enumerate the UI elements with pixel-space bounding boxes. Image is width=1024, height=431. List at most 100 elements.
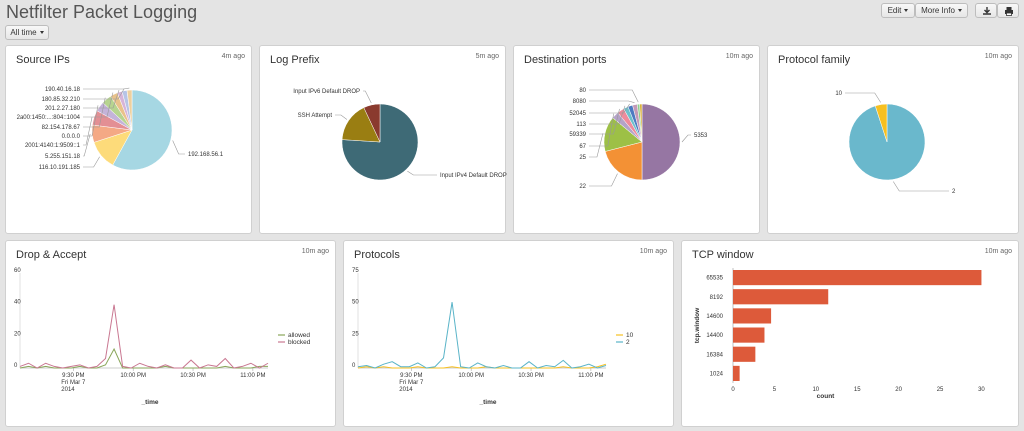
bar [733, 289, 829, 305]
x-tick-label: 2014 [399, 387, 413, 393]
bar [733, 346, 756, 362]
export-button[interactable] [975, 3, 997, 18]
x-tick-label: 15 [854, 387, 861, 393]
edit-label: Edit [887, 6, 902, 15]
x-tick-label: 20 [895, 387, 902, 393]
panel-timestamp: 10m ago [984, 53, 1012, 60]
print-button[interactable] [997, 3, 1019, 18]
x-tick-label: 11:00 PM [240, 373, 265, 379]
pie-leader-line [83, 87, 130, 90]
pie-leader-line [83, 116, 93, 146]
pie-label: 190.40.16.18 [45, 87, 81, 93]
pie-leader-line [589, 108, 620, 135]
x-tick-label: 5 [773, 387, 777, 393]
download-icon [983, 7, 991, 15]
x-tick-label: 10:30 PM [518, 373, 544, 379]
x-tick-label: 10:00 PM [120, 373, 146, 379]
x-tick-label: 11:00 PM [578, 373, 603, 379]
pie-leader-line [83, 105, 99, 137]
pie-chart-log-prefix[interactable]: Input IPv4 Default DROP SSH Attempt Input … [260, 46, 507, 235]
panel-title: Protocols [354, 249, 400, 261]
series-line [357, 363, 607, 369]
pie-leader-line [83, 133, 91, 157]
pie-label: Input IPv4 Default DROP [440, 173, 507, 179]
panel-title: Source IPs [16, 54, 70, 66]
pie-label: 2a00:1450:...:804::1004 [17, 115, 81, 121]
legend-label: 10 [626, 332, 634, 339]
series-line [19, 304, 269, 369]
edit-button[interactable]: Edit [881, 3, 915, 18]
panel-timestamp: 10m ago [301, 248, 329, 255]
panel-destination-ports: Destination ports 10m ago 5353 22 25 67 5933… [513, 45, 760, 234]
panel-timestamp: 4m ago [221, 53, 245, 60]
x-tick-label: 0 [731, 387, 735, 393]
pie-leader-line [589, 133, 604, 158]
chevron-down-icon [904, 9, 909, 13]
panel-timestamp: 10m ago [984, 248, 1012, 255]
x-axis-title: _time [141, 399, 159, 406]
series-line [357, 302, 607, 369]
pie-label: 180.85.32.210 [42, 97, 81, 103]
time-range-label: All time [10, 28, 37, 37]
pie-leader-line [589, 105, 626, 125]
pie-label: 2 [952, 189, 956, 195]
pie-label: 22 [579, 184, 586, 190]
y-tick-label: 1024 [710, 371, 724, 377]
legend-label: 2 [626, 339, 630, 346]
panel-timestamp: 5m ago [475, 53, 499, 60]
y-tick-label: 8192 [710, 295, 724, 301]
pie-leader-line [407, 170, 437, 176]
y-tick-label: 75 [352, 268, 359, 274]
pie-slice [641, 103, 681, 181]
time-range-picker[interactable]: All time [5, 25, 49, 40]
legend-label: blocked [288, 339, 311, 346]
x-tick-label: 10 [812, 387, 819, 393]
bar-chart-tcp-window[interactable]: 65535 8192 14600 14400 16384 1024 0 5 10 15 20 25 30… [682, 241, 1020, 428]
pie-leader-line [589, 100, 635, 103]
pie-label: 0.0.0.0 [62, 134, 81, 140]
pie-label: 5353 [694, 133, 708, 139]
pie-leader-line [363, 90, 372, 104]
pie-chart-source-ips[interactable]: 192.168.56.1 116.10.191.185 5.255.151.18 20… [6, 46, 253, 235]
pie-leader-line [83, 97, 106, 128]
more-info-button[interactable]: More Info [915, 3, 968, 18]
panel-protocols: Protocols 10m ago 0 25 50 75 9:30 PM Fri Mar … [343, 240, 674, 427]
pie-leader-line [172, 140, 185, 155]
x-tick-label: 25 [937, 387, 944, 393]
pie-slice [363, 103, 381, 143]
panel-log-prefix: Log Prefix 5m ago Input IPv4 Default DRO… [259, 45, 507, 235]
pie-leader-line [589, 89, 639, 103]
pie-label: 67 [579, 144, 586, 150]
panel-title: Destination ports [524, 54, 607, 66]
pie-label: 5.255.151.18 [45, 154, 81, 160]
panel-protocol-family: Protocol family 10m ago 2 10 [767, 45, 1019, 234]
pie-label: Input IPv6 Default DROP [293, 89, 360, 95]
pie-label: 82.154.178.67 [42, 125, 81, 131]
panel-title: TCP window [692, 249, 754, 261]
bar [733, 270, 982, 286]
pie-slice [874, 103, 888, 143]
pie-slice [112, 89, 173, 171]
y-tick-label: 60 [14, 268, 21, 274]
x-tick-label: 9:30 PM [62, 373, 84, 379]
panel-source-ips: Source IPs 4m ago 192.168.56.1 116.10.191… [5, 45, 252, 234]
x-tick-label: 9:30 PM [400, 373, 422, 379]
chevron-down-icon [39, 31, 44, 35]
y-tick-label: 0 [352, 363, 356, 369]
bar [733, 308, 772, 324]
chevron-down-icon [957, 9, 962, 13]
pie-label: 8080 [573, 99, 587, 105]
pie-slice [126, 89, 133, 131]
y-tick-label: 65535 [706, 276, 723, 282]
y-tick-label: 0 [14, 363, 18, 369]
x-tick-label: 10:30 PM [180, 373, 206, 379]
panel-title: Log Prefix [270, 54, 320, 66]
pie-label: 25 [579, 155, 586, 161]
pie-chart-protocol-family[interactable]: 2 10 [768, 46, 1020, 235]
pie-leader-line [589, 103, 630, 114]
pie-slice [604, 141, 643, 181]
more-info-label: More Info [921, 6, 955, 15]
